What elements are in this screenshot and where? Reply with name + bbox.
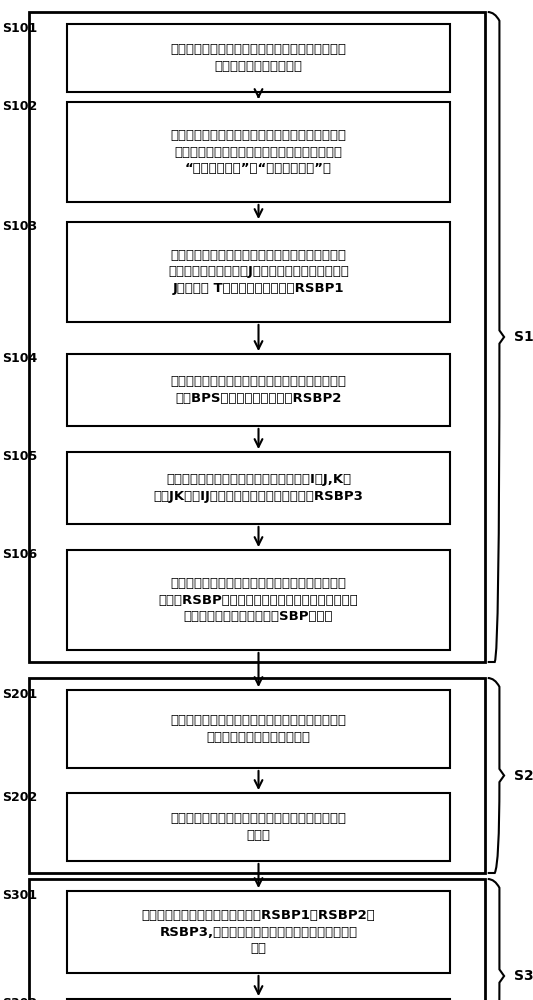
Text: S202: S202 (2, 791, 37, 804)
Text: 对每个受试者的心冲击信号，寻找两不同心冲击信
号成分的心冲击特征点J，并计算两种心冲击特征点
J的时间差 T，记录为相对收缩压RSBP1: 对每个受试者的心冲击信号，寻找两不同心冲击信 号成分的心冲击特征点J，并计算两种… (168, 249, 349, 295)
Text: S1: S1 (514, 330, 533, 344)
Bar (67, 24, 450, 92)
Bar (29, 879, 485, 1000)
Text: S106: S106 (2, 548, 37, 561)
Text: S302: S302 (2, 997, 37, 1000)
Text: 对每个受试者的心冲击信号，使用高频、低频两种
不同滤波器处理心冲击信号，得到心冲击信号的
“肢体振动成分”和“心脏振动成分”。: 对每个受试者的心冲击信号，使用高频、低频两种 不同滤波器处理心冲击信号，得到心冲… (171, 129, 346, 175)
Bar (67, 690, 450, 768)
Bar (67, 102, 450, 202)
Text: S3: S3 (514, 969, 533, 983)
Bar (29, 12, 485, 662)
Text: S201: S201 (2, 688, 37, 701)
Bar (67, 354, 450, 426)
Bar (67, 999, 450, 1000)
Text: 对每个受试者的心冲击信号，定位特征点I，J,K。
计算JK点与IJ点幅度差，记录为相对收缩压RSBP3: 对每个受试者的心冲击信号，定位特征点I，J,K。 计算JK点与IJ点幅度差，记录… (154, 473, 364, 503)
Bar (67, 550, 450, 650)
Text: S105: S105 (2, 450, 37, 463)
Bar (67, 793, 450, 861)
Text: 按照前述方法多次测量被测对象的RSBP1、RSBP2、
RSBP3,以及对应的标准血压，并拟合三种线性模
型。: 按照前述方法多次测量被测对象的RSBP1、RSBP2、 RSBP3,以及对应的标… (142, 909, 375, 955)
Text: S103: S103 (2, 220, 37, 233)
Text: S104: S104 (2, 352, 37, 365)
Bar (67, 222, 450, 322)
Text: S2: S2 (514, 768, 533, 782)
Text: 将各受试者的三种模型的计算误差，使用最大似然
法拟合为三种误差高斯模型。: 将各受试者的三种模型的计算误差，使用最大似然 法拟合为三种误差高斯模型。 (171, 714, 346, 744)
Text: S102: S102 (2, 100, 37, 113)
Text: 根据各误差高斯模型，得到使用贝叶斯融合模型的
参数。: 根据各误差高斯模型，得到使用贝叶斯融合模型的 参数。 (171, 812, 346, 842)
Text: S301: S301 (2, 889, 37, 902)
Text: 对每个受试者，分别计算其两种心跳成分的心冲击
强度BPS，记录为相对收缩压RSBP2: 对每个受试者，分别计算其两种心跳成分的心冲击 强度BPS，记录为相对收缩压RSB… (171, 375, 346, 405)
Bar (67, 452, 450, 524)
Bar (29, 678, 485, 873)
Text: 对每个受试者，以特定的心冲击图测量方式获取特
定位置的心冲击图信息。: 对每个受试者，以特定的心冲击图测量方式获取特 定位置的心冲击图信息。 (171, 43, 346, 73)
Text: 对每个受试者，分别使用标准血压计测量收缩压，
以三种RSBP为自变量，标准收缩压为因变量进行线
性模型拟合，得到三种不同SBP模型。: 对每个受试者，分别使用标准血压计测量收缩压， 以三种RSBP为自变量，标准收缩压… (159, 577, 358, 623)
Bar (67, 891, 450, 973)
Text: S101: S101 (2, 22, 37, 35)
